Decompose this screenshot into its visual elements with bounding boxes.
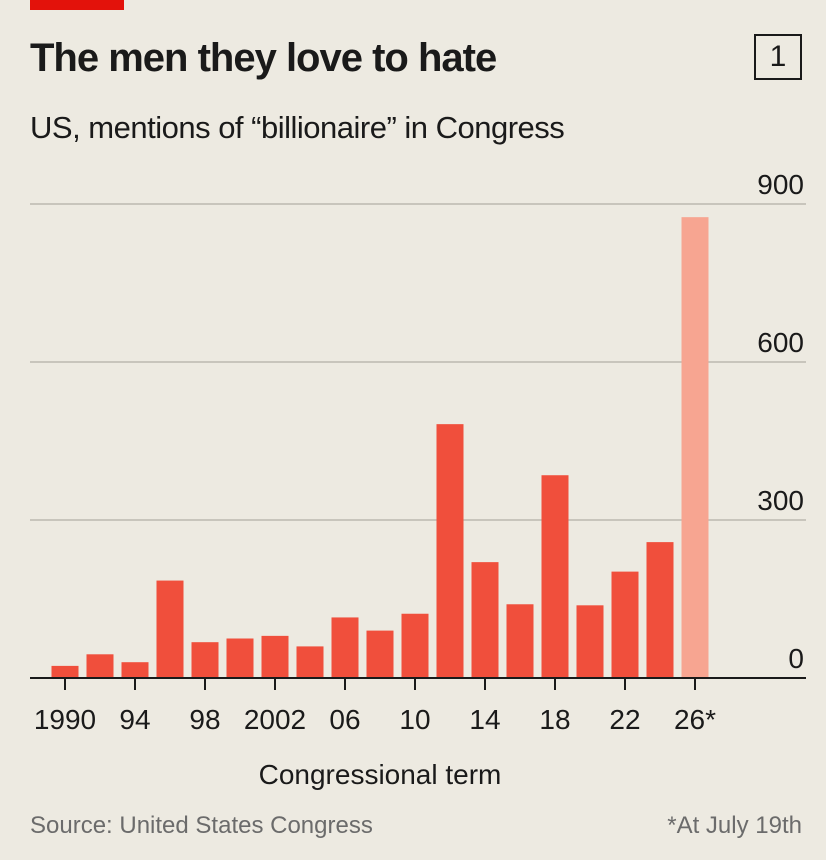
bar	[121, 662, 149, 678]
bar	[576, 605, 604, 678]
bar	[471, 562, 499, 678]
bar	[506, 604, 534, 678]
x-tick-label: 94	[119, 704, 150, 735]
chart-title: The men they love to hate	[30, 36, 497, 80]
x-tick-label: 22	[609, 704, 640, 735]
bar	[646, 542, 674, 678]
y-axis-labels: 0 300 600 900	[757, 169, 804, 674]
bar	[331, 617, 359, 678]
x-tick-label: 2002	[244, 704, 306, 735]
x-tick-label: 98	[189, 704, 220, 735]
bar	[191, 642, 219, 678]
bar-chart: 1990 94 98 2002 06 10 14 18 22 26* 0 300 600 900 Con…	[30, 169, 806, 790]
x-tick-label: 1990	[34, 704, 96, 735]
y-tick-label: 600	[757, 327, 804, 358]
brand-tag	[30, 0, 124, 10]
x-axis-title: Congressional term	[259, 759, 502, 790]
bar	[401, 613, 429, 678]
y-tick-label: 300	[757, 485, 804, 516]
bar	[51, 665, 79, 678]
x-axis: 1990 94 98 2002 06 10 14 18 22 26*	[30, 677, 806, 735]
bar	[541, 475, 569, 678]
bars	[51, 217, 709, 678]
x-tick-label: 10	[399, 704, 430, 735]
y-tick-label: 900	[757, 169, 804, 200]
x-tick-label: 18	[539, 704, 570, 735]
bar	[436, 424, 464, 678]
x-tick-label: 14	[469, 704, 500, 735]
bar	[681, 217, 709, 678]
bar	[611, 571, 639, 678]
bar	[296, 646, 324, 678]
bar	[366, 630, 394, 678]
footnote: *At July 19th	[667, 812, 802, 839]
bar	[86, 654, 114, 678]
chart-subtitle: US, mentions of “billionaire” in Congres…	[30, 110, 565, 145]
bar	[226, 638, 254, 678]
source-note: Source: United States Congress	[30, 812, 373, 839]
y-tick-label: 0	[788, 643, 804, 674]
x-tick-label: 06	[329, 704, 360, 735]
x-tick-label: 26*	[674, 704, 716, 735]
gridlines	[30, 203, 806, 521]
bar	[156, 580, 184, 678]
chart-number-badge: 1	[754, 34, 802, 80]
bar	[261, 635, 289, 678]
